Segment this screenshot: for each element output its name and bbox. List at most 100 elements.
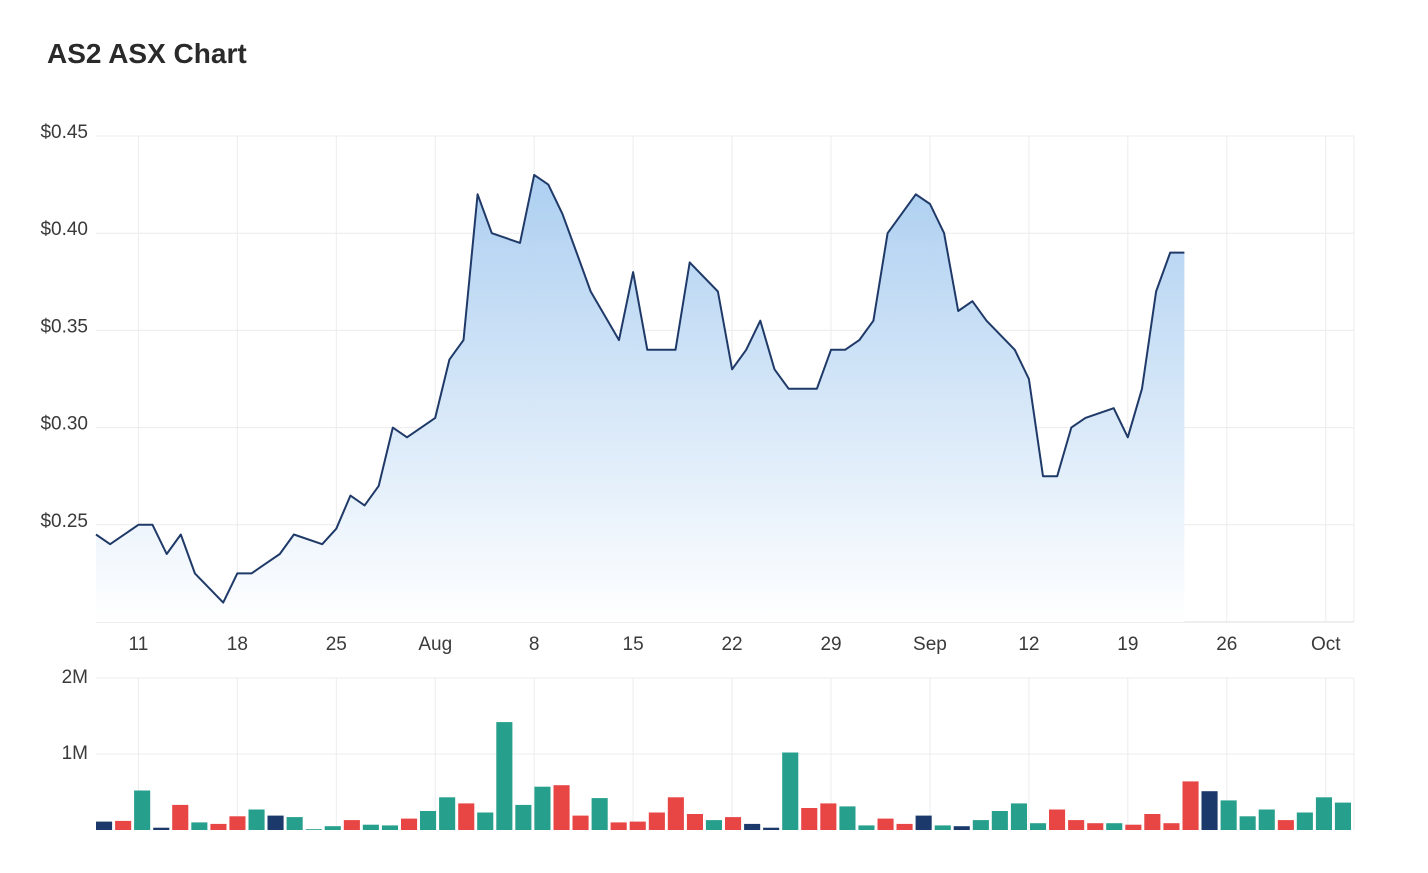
volume-bar-33	[725, 817, 742, 830]
price-point-37	[715, 289, 720, 294]
volume-bar-29	[648, 812, 665, 830]
price-point-6	[192, 571, 197, 576]
price-point-14	[334, 526, 339, 531]
price-point-43	[814, 386, 819, 391]
price-point-66	[1182, 250, 1187, 255]
price-x-tick-label: 29	[820, 634, 841, 655]
volume-bar-27	[610, 822, 627, 830]
price-point-30	[588, 289, 593, 294]
price-point-63	[1139, 386, 1144, 391]
price-x-tick-label: 12	[1018, 634, 1039, 655]
price-x-tick-label: 18	[227, 634, 248, 655]
volume-bar-4	[172, 804, 189, 830]
volume-bar-55	[1144, 814, 1161, 830]
volume-bar-16	[401, 818, 418, 830]
price-point-56	[1026, 377, 1031, 382]
price-point-48	[885, 231, 890, 236]
price-point-13	[320, 542, 325, 547]
price-point-54	[984, 318, 989, 323]
price-point-65	[1168, 250, 1173, 255]
price-point-12	[291, 532, 296, 537]
price-y-tick-label: $0.45	[40, 122, 88, 143]
price-point-62	[1125, 435, 1130, 440]
price-point-36	[687, 260, 692, 265]
price-point-5	[178, 532, 183, 537]
price-point-50	[927, 202, 932, 207]
price-point-55	[1012, 347, 1017, 352]
volume-bar-19	[458, 803, 475, 830]
volume-bar-45	[953, 826, 970, 830]
volume-bar-30	[667, 797, 684, 830]
volume-bar-20	[477, 812, 494, 830]
volume-bar-15	[381, 825, 398, 830]
price-point-21	[447, 357, 452, 362]
volume-bar-61	[1258, 809, 1275, 830]
volume-bar-7	[229, 816, 246, 830]
price-point-47	[871, 318, 876, 323]
volume-bar-63	[1296, 812, 1313, 830]
price-x-tick-label: 22	[721, 634, 742, 655]
volume-bar-13	[343, 820, 360, 830]
volume-bar-3	[153, 827, 170, 830]
price-point-41	[772, 367, 777, 372]
volume-bar-53	[1106, 823, 1123, 830]
volume-bar-40	[858, 825, 875, 830]
price-point-35	[673, 347, 678, 352]
volume-bar-36	[782, 752, 799, 830]
volume-bar-56	[1163, 823, 1180, 830]
price-y-tick-label: $0.25	[40, 511, 88, 532]
price-x-tick-label: Sep	[913, 634, 947, 655]
volume-bar-9	[267, 815, 284, 830]
volume-bar-41	[877, 818, 894, 830]
volume-bar-35	[763, 827, 780, 830]
price-x-tick-label: 25	[326, 634, 347, 655]
volume-bar-32	[705, 820, 722, 830]
volume-bar-54	[1125, 824, 1142, 830]
price-point-53	[970, 299, 975, 304]
volume-bar-60	[1239, 816, 1256, 830]
price-point-22	[461, 338, 466, 343]
price-point-39	[744, 347, 749, 352]
price-y-tick-label: $0.35	[40, 316, 88, 337]
volume-bar-46	[972, 820, 989, 830]
price-point-9	[249, 571, 254, 576]
price-point-18	[390, 425, 395, 430]
price-point-42	[786, 386, 791, 391]
price-point-34	[659, 347, 664, 352]
price-x-tick-label: 11	[129, 634, 149, 655]
volume-bar-34	[744, 823, 761, 830]
price-point-61	[1111, 406, 1116, 411]
volume-bar-28	[629, 821, 646, 830]
price-x-tick-label: 19	[1117, 634, 1138, 655]
volume-bar-6	[210, 823, 227, 830]
volume-bar-25	[572, 815, 589, 830]
price-point-44	[829, 347, 834, 352]
volume-bar-18	[439, 797, 456, 830]
price-point-19	[404, 435, 409, 440]
price-point-1	[108, 542, 113, 547]
price-x-tick-label: 26	[1216, 634, 1237, 655]
price-point-11	[277, 551, 282, 556]
volume-bar-51	[1068, 820, 1085, 830]
price-point-49	[913, 192, 918, 197]
price-point-8	[235, 571, 240, 576]
volume-bar-47	[991, 811, 1008, 830]
price-x-tick-label: Oct	[1311, 634, 1341, 655]
volume-bar-23	[534, 786, 551, 830]
price-point-59	[1069, 425, 1074, 430]
price-area-layer	[94, 173, 1187, 622]
price-point-3	[150, 522, 155, 527]
volume-bars	[96, 722, 1351, 830]
price-point-31	[616, 338, 621, 343]
price-point-64	[1154, 289, 1159, 294]
price-point-51	[942, 231, 947, 236]
volume-bar-50	[1049, 809, 1066, 830]
volume-bar-0	[96, 821, 113, 830]
volume-bar-38	[820, 803, 837, 830]
price-point-16	[362, 503, 367, 508]
price-y-tick-label: $0.30	[40, 414, 88, 435]
price-point-0	[94, 532, 99, 537]
price-point-29	[574, 250, 579, 255]
volume-y-tick-label: 2M	[62, 667, 88, 688]
